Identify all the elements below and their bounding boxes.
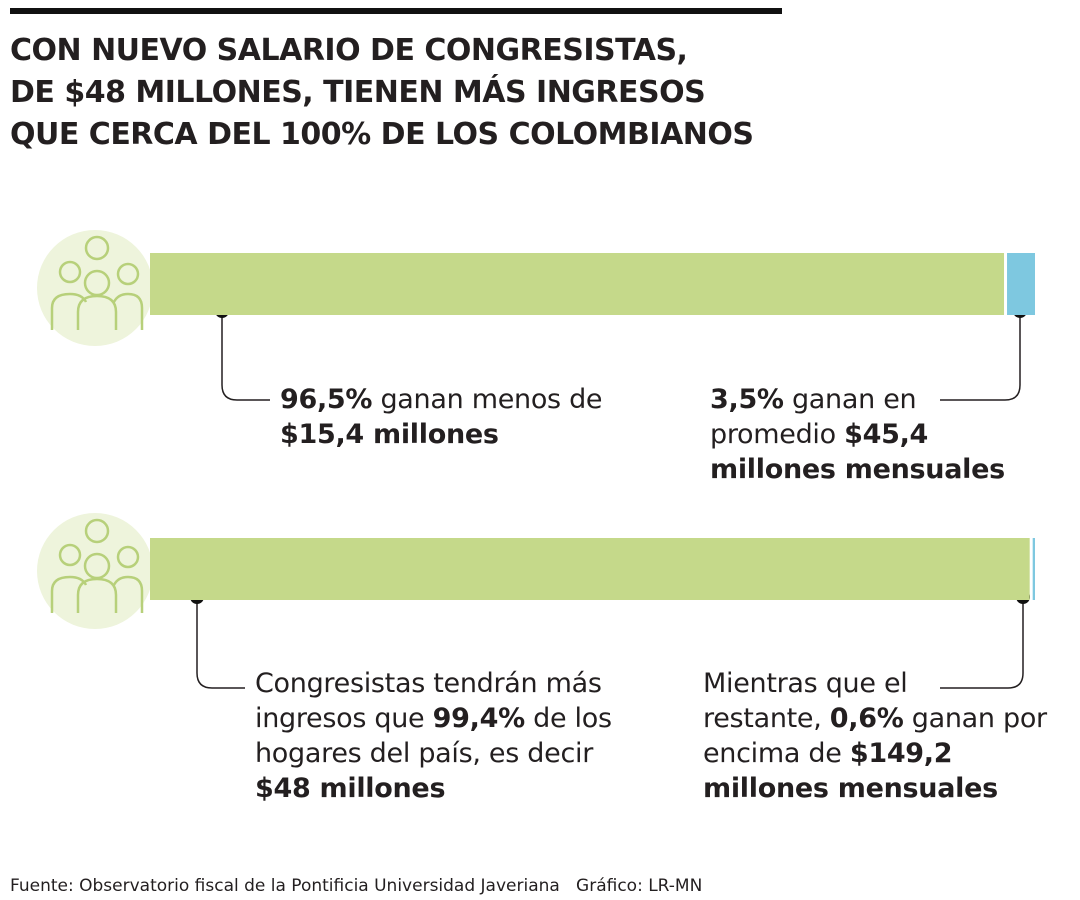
people-icon: [37, 230, 153, 346]
annotation-line: 96,5% ganan menos de: [280, 382, 603, 417]
top-rule: [10, 8, 782, 14]
bar-segment: [1007, 253, 1035, 315]
annotation-line: millones mensuales: [710, 452, 1005, 487]
title-line: QUE CERCA DEL 100% DE LOS COLOMBIANOS: [10, 117, 754, 152]
annotation-text: $48 millones: [255, 773, 446, 804]
bar-segment: [150, 253, 1005, 315]
annotation-line: millones mensuales: [703, 771, 1047, 806]
annotation-text: $149,2: [849, 738, 953, 769]
annotation: Mientras que el restante, 0,6% ganan por e…: [703, 666, 1047, 806]
annotation-line: $48 millones: [255, 771, 612, 806]
title: CON NUEVO SALARIO DE CONGRESISTAS, DE $48…: [10, 30, 754, 156]
annotation-text: ingresos que: [255, 703, 433, 734]
title-line: CON NUEVO SALARIO DE CONGRESISTAS,: [10, 33, 688, 68]
annotation-line: Mientras que el: [703, 666, 1047, 701]
annotation-line: restante, 0,6% ganan por: [703, 701, 1047, 736]
annotation-text: Congresistas tendrán más: [255, 668, 602, 699]
annotation-line: hogares del país, es decir: [255, 736, 612, 771]
bar-segment: [1032, 538, 1035, 600]
annotation-text: 99,4%: [432, 703, 525, 734]
leader-lines: [196, 311, 1024, 689]
title-line: DE $48 MILLONES, TIENEN MÁS INGRESOS: [10, 75, 706, 110]
annotation-text: promedio: [710, 419, 845, 450]
annotation-text: 96,5%: [280, 384, 373, 415]
annotation-text: restante,: [703, 703, 830, 734]
annotation-text: ganan en: [783, 384, 917, 415]
annotation: 3,5% ganan en promedio $45,4 millones mens…: [710, 382, 1005, 487]
annotation-text: ganan por: [903, 703, 1047, 734]
annotation-line: 3,5% ganan en: [710, 382, 1005, 417]
annotation-text: $45,4: [844, 419, 929, 450]
annotation-text: millones mensuales: [710, 454, 1005, 485]
source: Fuente: Observatorio fiscal de la Pontif…: [10, 876, 703, 896]
people-icon: [37, 513, 153, 629]
bar-segment: [150, 538, 1030, 600]
annotation-text: $15,4 millones: [280, 419, 499, 450]
annotation-line: Congresistas tendrán más: [255, 666, 612, 701]
annotation-text: encima de: [703, 738, 850, 769]
annotation-line: encima de $149,2: [703, 736, 1047, 771]
annotation-text: 3,5%: [710, 384, 784, 415]
annotation: Congresistas tendrán más ingresos que 99,…: [255, 666, 612, 806]
annotation-text: 0,6%: [829, 703, 904, 734]
annotation: 96,5% ganan menos de $15,4 millones: [280, 382, 603, 452]
annotation-line: promedio $45,4: [710, 417, 1005, 452]
annotation-line: ingresos que 99,4% de los: [255, 701, 612, 736]
annotation-text: hogares del país, es decir: [255, 738, 593, 769]
annotation-line: $15,4 millones: [280, 417, 602, 452]
annotation-text: Mientras que el: [703, 668, 908, 699]
annotation-text: millones mensuales: [703, 773, 998, 804]
annotation-text: ganan menos de: [372, 384, 603, 415]
annotation-text: de los: [524, 703, 612, 734]
